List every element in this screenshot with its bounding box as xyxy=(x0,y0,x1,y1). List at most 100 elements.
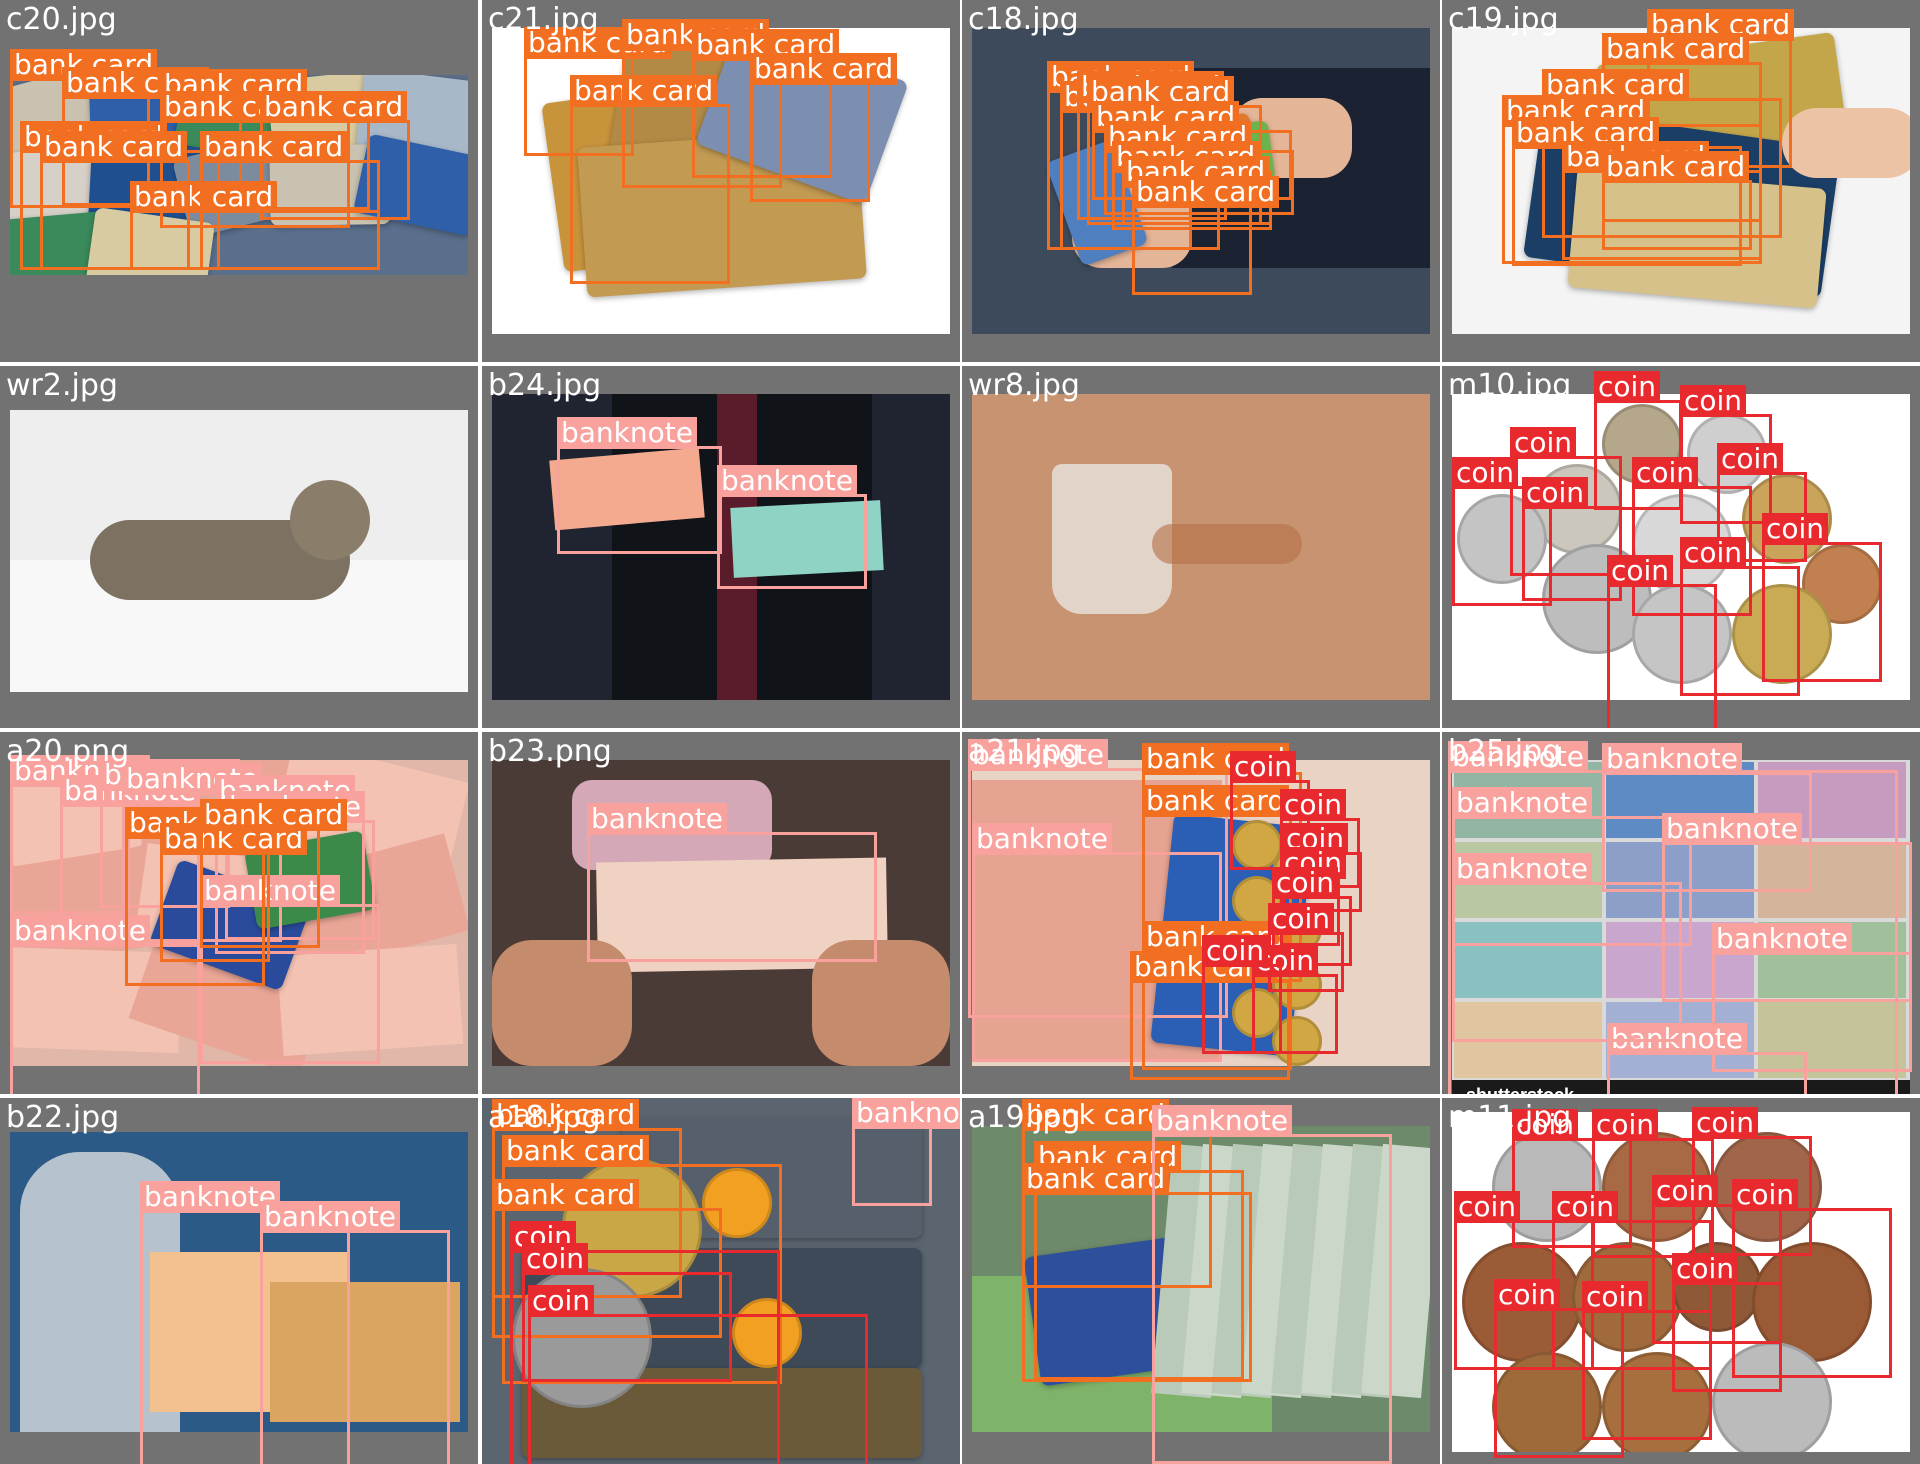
detection-label: coin xyxy=(1280,789,1347,821)
detection-label: coin xyxy=(528,1285,595,1317)
detection-box: bank card xyxy=(750,53,898,202)
detection-label: coin xyxy=(1494,1279,1561,1311)
banknote-shape xyxy=(270,1282,460,1422)
detection-label: coin xyxy=(1680,537,1747,569)
detection-label: coin xyxy=(1632,457,1699,489)
footer-bar-shape xyxy=(1452,1080,1910,1094)
tile-filename: a20.png xyxy=(6,734,130,769)
detection-label: banknote xyxy=(852,1098,960,1129)
tile-filename: m11.jpg xyxy=(1448,1100,1572,1135)
tile-filename: c18.jpg xyxy=(968,2,1079,37)
detection-box: coin xyxy=(522,1243,732,1382)
detection-label: coin xyxy=(1672,1253,1739,1285)
detection-label: banknote xyxy=(1712,923,1852,955)
detection-label: banknote xyxy=(1452,853,1592,885)
detection-label: bank card xyxy=(260,91,408,123)
coin-shape xyxy=(1492,1132,1602,1242)
detection-label: bank card xyxy=(130,181,278,213)
image-tile: a20.png banknote banknote banknote banknote b… xyxy=(0,732,478,1094)
detection-box: bank card xyxy=(40,131,190,270)
detection-label: coin xyxy=(1454,1191,1521,1223)
image-tile: b24.jpg banknote banknote xyxy=(482,366,960,728)
detection-label: coin xyxy=(1452,457,1519,489)
tile-filename: c20.jpg xyxy=(6,2,117,37)
tile-filename: a18.jpg xyxy=(488,1100,601,1135)
detection-label: coin xyxy=(1592,1109,1659,1141)
detection-box: banknote xyxy=(972,823,1222,1062)
detection-box: coin xyxy=(1452,457,1552,606)
detection-label: coin xyxy=(1680,385,1747,417)
detection-box: coin xyxy=(1632,457,1752,616)
detection-box: bank card xyxy=(1602,33,1762,222)
detection-label: banknote xyxy=(140,1181,280,1213)
tile-filename: c19.jpg xyxy=(1448,2,1559,37)
detection-box: banknote xyxy=(1452,787,1692,946)
detection-label: banknote xyxy=(587,803,727,835)
detection-box: banknote xyxy=(1602,743,1812,892)
tile-image xyxy=(972,394,1430,700)
detection-box: banknote xyxy=(1152,1105,1392,1464)
detection-box: bank card xyxy=(260,91,410,220)
detection-box: coin xyxy=(1672,1253,1782,1392)
tile-filename: b24.jpg xyxy=(488,368,602,403)
detection-box: coin xyxy=(1607,555,1717,728)
detection-box: banknote xyxy=(587,803,877,962)
detection-box: banknote xyxy=(852,1098,960,1206)
detection-label: coin xyxy=(1268,903,1335,935)
detection-label: bank card xyxy=(502,1135,650,1167)
detection-box: coin xyxy=(1272,867,1352,966)
detection-box: bank card xyxy=(1602,151,1752,250)
image-tile: a18.jpg bank card bank card bank card coin co… xyxy=(482,1098,960,1464)
detection-box: bank card xyxy=(200,799,348,948)
detection-box: coin xyxy=(1494,1279,1624,1458)
detection-label: bank card xyxy=(200,131,348,163)
image-tile: b23.png banknote xyxy=(482,732,960,1094)
detection-label: banknote xyxy=(557,417,697,449)
detection-box: coin xyxy=(1202,935,1282,1054)
detection-box: banknote xyxy=(1712,923,1912,1072)
detection-label: coin xyxy=(1202,935,1269,967)
detection-label: bank card xyxy=(200,799,348,831)
detection-box: banknote xyxy=(717,465,867,589)
tile-filename: m10.jpg xyxy=(1448,368,1572,403)
detection-box: banknote xyxy=(1448,741,1898,1094)
detection-label: coin xyxy=(1594,371,1661,403)
detection-box: coin xyxy=(528,1285,868,1464)
detection-label: banknote xyxy=(1448,741,1588,773)
detection-box: banknote xyxy=(1607,1023,1807,1094)
detection-label: coin xyxy=(1512,1109,1579,1141)
tile-filename: b22.jpg xyxy=(6,1100,120,1135)
tile-filename: b25.jpg xyxy=(1448,734,1562,769)
image-tile: wr8.jpg xyxy=(962,366,1440,728)
detection-label: bank card xyxy=(1022,1163,1170,1195)
detection-box: banknote xyxy=(1662,813,1912,1002)
detection-box: bank card xyxy=(1022,1099,1212,1288)
coin-shape xyxy=(1732,584,1832,684)
detection-label: coin xyxy=(1230,751,1297,783)
detection-box: coin xyxy=(1692,1107,1812,1256)
detection-box: bank card xyxy=(1022,1163,1252,1382)
detection-box: banknote xyxy=(260,1201,450,1464)
detection-label: banknote xyxy=(1152,1105,1292,1137)
detection-label: coin xyxy=(1692,1107,1759,1139)
coin-shape xyxy=(702,1168,772,1238)
image-tile: c18.jpg bank card bank card bank card bank c… xyxy=(962,0,1440,362)
detection-label: bank card xyxy=(1132,176,1280,208)
detection-label: bank card xyxy=(1602,33,1750,65)
banknote-shape xyxy=(1758,1002,1906,1078)
detection-label: banknote xyxy=(972,823,1112,855)
tile-filename: wr2.jpg xyxy=(6,368,118,403)
image-tile: m11.jpg coin coin coin coin coin coin coin coin c… xyxy=(1442,1098,1920,1464)
detection-box: coin xyxy=(1762,513,1882,682)
detection-label: coin xyxy=(1652,1175,1719,1207)
detection-box: bank card xyxy=(1132,176,1280,295)
detection-label: bank card xyxy=(1092,101,1240,133)
detection-box: coin xyxy=(1594,371,1682,510)
image-tile: a21.jpg banknote banknote bank card bank car… xyxy=(962,732,1440,1094)
watermark-text: shutterstock xyxy=(1466,1085,1574,1094)
detection-label: bank card xyxy=(492,1099,640,1131)
detection-label: coin xyxy=(1582,1281,1649,1313)
detection-label: banknote xyxy=(260,1201,400,1233)
